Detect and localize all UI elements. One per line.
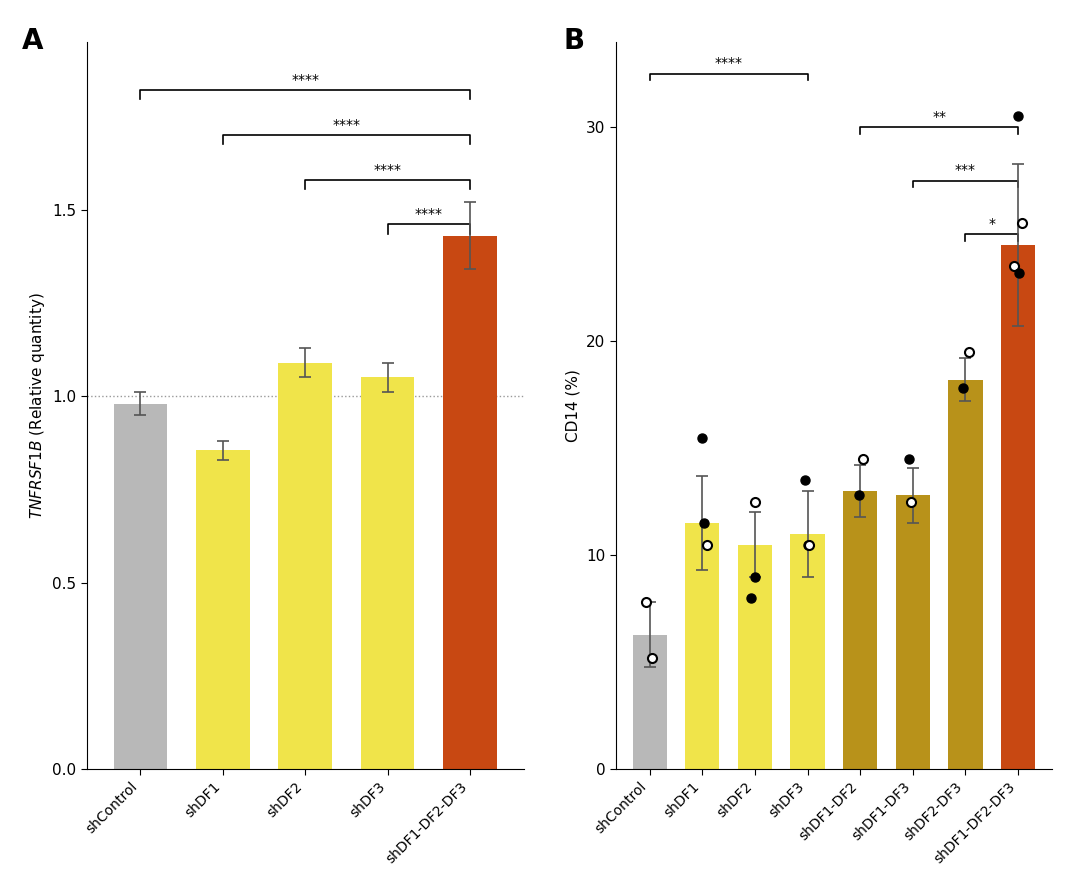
Text: ****: ****	[415, 207, 443, 222]
Bar	[843, 491, 877, 770]
Bar	[895, 495, 930, 770]
Bar	[633, 635, 666, 770]
Text: ***: ***	[955, 164, 976, 178]
Y-axis label: $\it{TNFRSF1B}$ (Relative quantity): $\it{TNFRSF1B}$ (Relative quantity)	[28, 292, 46, 519]
Text: *: *	[988, 217, 996, 231]
Y-axis label: CD14 (%): CD14 (%)	[565, 369, 580, 442]
Bar	[948, 380, 983, 770]
Bar	[791, 534, 825, 770]
Bar	[1001, 245, 1035, 770]
Bar	[197, 451, 249, 770]
Bar	[279, 363, 332, 770]
Text: **: **	[932, 110, 946, 124]
Text: ****: ****	[292, 73, 320, 87]
Bar	[443, 236, 497, 770]
Text: B: B	[563, 27, 584, 55]
Text: ****: ****	[333, 118, 361, 132]
Bar	[738, 544, 772, 770]
Bar	[686, 523, 719, 770]
Bar	[113, 403, 167, 770]
Bar	[361, 377, 415, 770]
Text: A: A	[22, 27, 43, 55]
Text: ****: ****	[374, 163, 402, 177]
Text: ****: ****	[715, 56, 743, 71]
